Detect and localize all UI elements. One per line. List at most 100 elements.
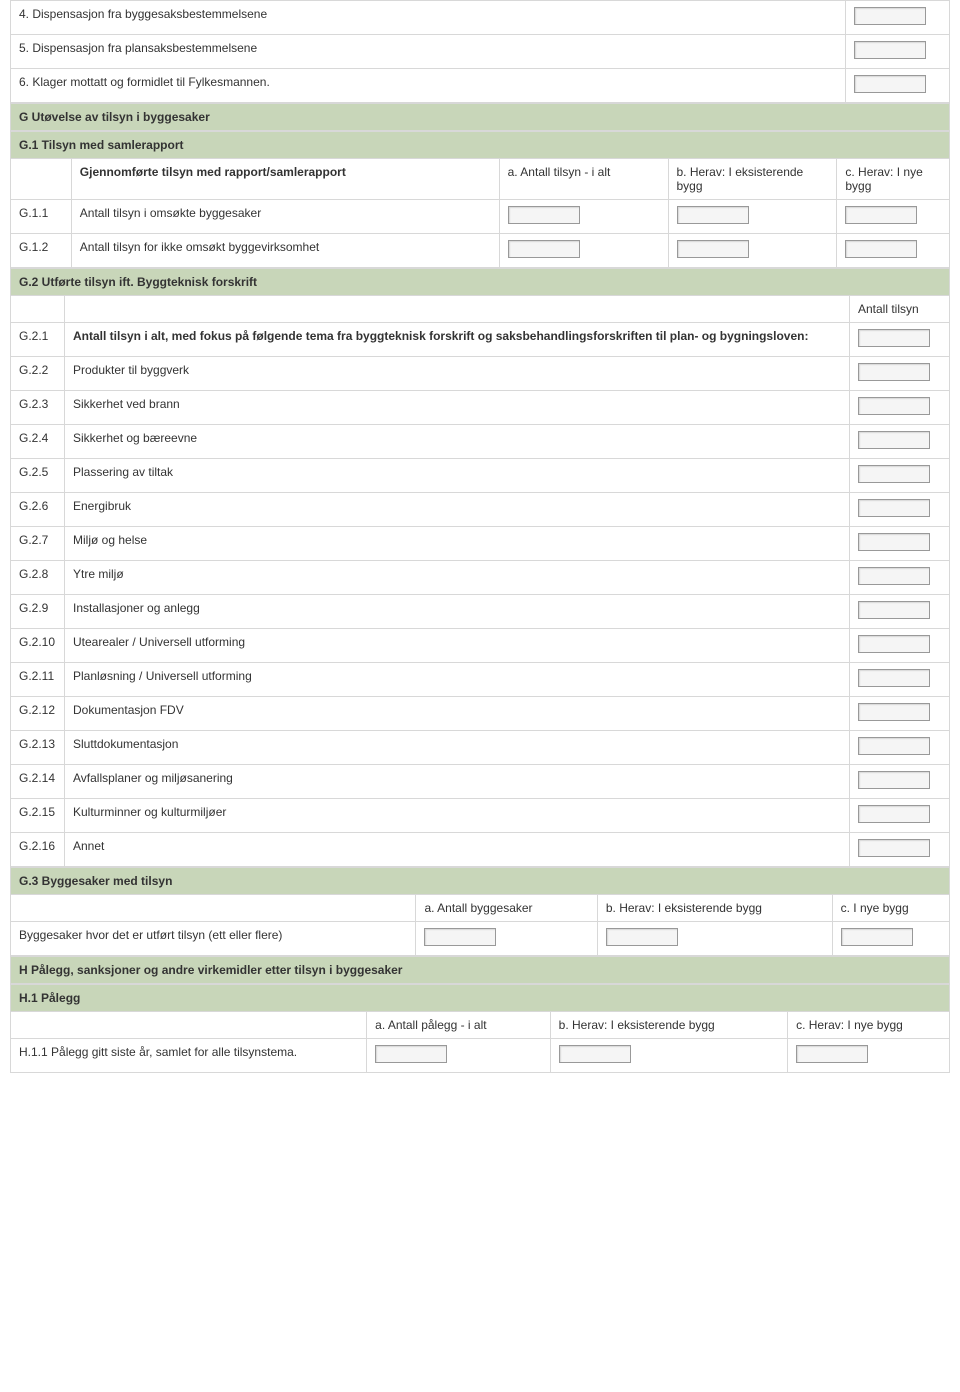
g3-input-b[interactable] [606,928,678,946]
g2-row-label: Utearealer / Universell utforming [65,629,850,663]
section-g1-header: G.1 Tilsyn med samlerapport [11,132,950,159]
g1-input-c-cell [837,234,950,268]
g2-row-num: G.2.8 [11,561,65,595]
g2-input-cell [850,595,950,629]
top-input[interactable] [854,75,926,93]
g3-col-b: b. Herav: I eksisterende bygg [597,895,832,922]
g1-input-b-cell [668,234,837,268]
top-input-cell [845,69,949,103]
h1-input-a-cell [367,1039,550,1073]
h1-input-c[interactable] [796,1045,868,1063]
g2-row-label: Ytre miljø [65,561,850,595]
g2-row-label: Installasjoner og anlegg [65,595,850,629]
top-input-cell [845,35,949,69]
g2-row-num: G.2.15 [11,799,65,833]
g3-input-a[interactable] [424,928,496,946]
g2-input[interactable] [858,839,930,857]
g2-input-cell [850,731,950,765]
g2-row-label: Planløsning / Universell utforming [65,663,850,697]
g2-row-label: Miljø og helse [65,527,850,561]
g3-input-b-cell [597,922,832,956]
g2-row-num: G.2.2 [11,357,65,391]
g3-input-c[interactable] [841,928,913,946]
g1-row-label: Antall tilsyn i omsøkte byggesaker [71,200,499,234]
g2-row-label: Avfallsplaner og miljøsanering [65,765,850,799]
g2-input[interactable] [858,465,930,483]
g2-row-label: Sikkerhet ved brann [65,391,850,425]
section-g2-header: G.2 Utførte tilsyn ift. Byggteknisk fors… [11,269,950,296]
g2-count-header: Antall tilsyn [850,296,950,323]
g2-input[interactable] [858,397,930,415]
g2-row-num: G.2.4 [11,425,65,459]
g2-input[interactable] [858,771,930,789]
g1-input-a[interactable] [508,206,580,224]
g2-row-num: G.2.13 [11,731,65,765]
g2-row-label: Antall tilsyn i alt, med fokus på følgen… [65,323,850,357]
g2-row-num: G.2.9 [11,595,65,629]
g2-input[interactable] [858,567,930,585]
g2-input[interactable] [858,431,930,449]
g2-blank1 [11,296,65,323]
top-input[interactable] [854,7,926,25]
g2-row-label: Produkter til byggverk [65,357,850,391]
g2-input[interactable] [858,635,930,653]
top-input-cell [845,1,949,35]
g2-blank2 [65,296,850,323]
g3-col-a: a. Antall byggesaker [416,895,597,922]
g2-input[interactable] [858,703,930,721]
g2-row-label: Plassering av tiltak [65,459,850,493]
h1-blank [11,1012,367,1039]
g2-input-cell [850,459,950,493]
g2-row-num: G.2.14 [11,765,65,799]
h1-col-a: a. Antall pålegg - i alt [367,1012,550,1039]
h1-col-b: b. Herav: I eksisterende bygg [550,1012,787,1039]
g2-input[interactable] [858,669,930,687]
g2-row-label: Energibruk [65,493,850,527]
g2-input-cell [850,425,950,459]
g2-input[interactable] [858,805,930,823]
h1-input-c-cell [788,1039,950,1073]
g1-input-b-cell [668,200,837,234]
top-row-label: 5. Dispensasjon fra plansaksbestemmelsen… [11,35,846,69]
g2-row-num: G.2.7 [11,527,65,561]
g1-input-c[interactable] [845,206,917,224]
h1-input-b[interactable] [559,1045,631,1063]
g2-input-cell [850,527,950,561]
g2-row-label: Sluttdokumentasjon [65,731,850,765]
g1-row-label: Antall tilsyn for ikke omsøkt byggevirks… [71,234,499,268]
section-g3-header: G.3 Byggesaker med tilsyn [11,868,950,895]
g3-col-c: c. I nye bygg [832,895,949,922]
g2-input[interactable] [858,737,930,755]
h1-row-label: H.1.1 Pålegg gitt siste år, samlet for a… [11,1039,367,1073]
g2-row-num: G.2.3 [11,391,65,425]
g2-input-cell [850,391,950,425]
g2-row-num: G.2.10 [11,629,65,663]
g1-input-b[interactable] [677,206,749,224]
g2-row-label: Sikkerhet og bæreevne [65,425,850,459]
g2-input-cell [850,357,950,391]
g2-row-label: Kulturminner og kulturmiljøer [65,799,850,833]
g2-input[interactable] [858,601,930,619]
g2-input[interactable] [858,363,930,381]
g1-col-c: c. Herav: I nye bygg [837,159,950,200]
g2-input-cell [850,493,950,527]
g2-input[interactable] [858,533,930,551]
g3-input-a-cell [416,922,597,956]
g2-input-cell [850,799,950,833]
g1-row-num: G.1.1 [11,200,72,234]
g2-input-cell [850,697,950,731]
g1-row-header: Gjennomførte tilsyn med rapport/samlerap… [71,159,499,200]
g2-row-num: G.2.5 [11,459,65,493]
g2-input[interactable] [858,329,930,347]
g1-input-c[interactable] [845,240,917,258]
top-table: 4. Dispensasjon fra byggesaksbestemmelse… [10,0,950,103]
g1-input-a[interactable] [508,240,580,258]
g3-row-label: Byggesaker hvor det er utført tilsyn (et… [11,922,416,956]
g2-row-label: Annet [65,833,850,867]
g1-input-b[interactable] [677,240,749,258]
section-h1-header: H.1 Pålegg [11,985,950,1012]
top-input[interactable] [854,41,926,59]
h1-input-a[interactable] [375,1045,447,1063]
g2-row-num: G.2.11 [11,663,65,697]
g2-input[interactable] [858,499,930,517]
